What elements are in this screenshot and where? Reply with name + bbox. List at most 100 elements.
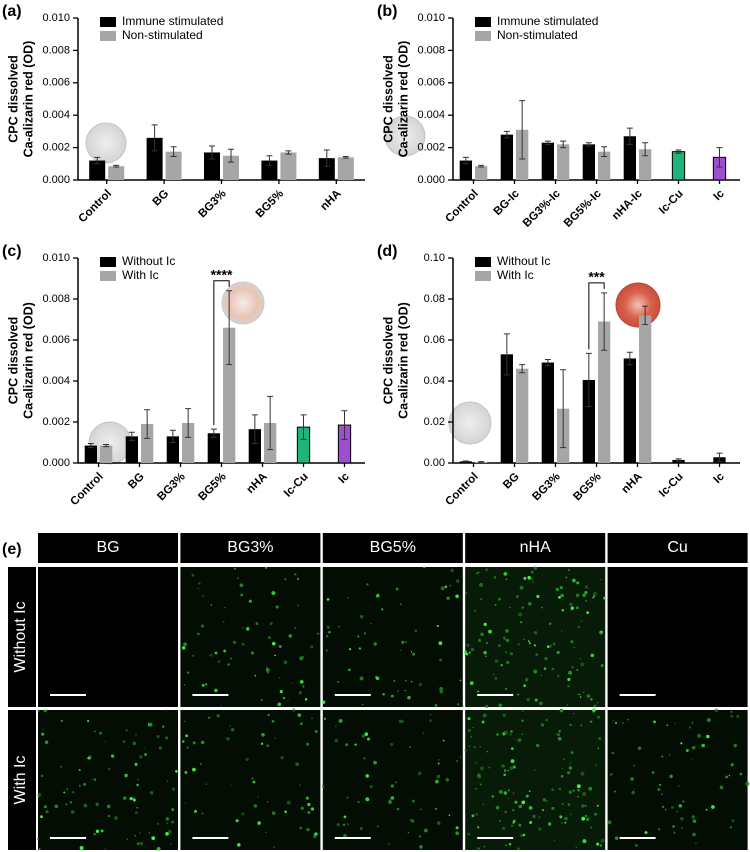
- speckle: [470, 647, 475, 652]
- speckle: [559, 586, 563, 590]
- x-tick-label: nHA: [245, 471, 270, 496]
- speckle: [504, 810, 507, 814]
- speckle: [436, 821, 441, 825]
- legend-label: Without Ic: [497, 254, 550, 268]
- speckle: [283, 660, 288, 665]
- legend-label: Non-stimulated: [497, 28, 578, 42]
- error-bar: [87, 443, 94, 449]
- x-tick-label: BG5%: [571, 471, 603, 503]
- speckle: [493, 576, 497, 579]
- panel-label: (b): [377, 3, 397, 20]
- speckle: [298, 691, 302, 695]
- speckle: [376, 594, 380, 598]
- speckle: [695, 842, 697, 844]
- error-bar: [716, 147, 723, 168]
- speckle: [661, 755, 664, 758]
- speckle: [673, 831, 676, 834]
- chart-c: (c) CPC dissolved Ca-alizarin red (OD) 0.0…: [2, 243, 365, 508]
- speckle: [345, 743, 349, 747]
- speckle: [522, 710, 524, 712]
- speckle: [438, 641, 443, 646]
- speckle: [93, 832, 97, 836]
- speckle: [509, 652, 514, 656]
- speckle: [510, 730, 513, 733]
- speckle: [573, 712, 575, 715]
- speckle: [110, 754, 115, 758]
- speckle: [251, 777, 254, 780]
- speckle: [429, 719, 432, 722]
- speckle: [459, 679, 462, 682]
- micrograph: [38, 567, 178, 707]
- speckle: [201, 812, 204, 815]
- panel-label: (c): [2, 243, 22, 260]
- speckle: [560, 822, 563, 824]
- speckle: [598, 737, 602, 741]
- speckle: [549, 644, 553, 648]
- speckle: [477, 690, 480, 693]
- speckle: [590, 653, 594, 658]
- speckle: [739, 772, 743, 776]
- speckle: [44, 805, 47, 808]
- micrograph: [322, 710, 463, 850]
- speckle: [590, 698, 593, 701]
- speckle: [521, 606, 524, 609]
- y-tick-label: 0.002: [42, 142, 70, 154]
- speckle: [593, 595, 596, 598]
- speckle: [267, 713, 270, 717]
- speckle: [136, 807, 138, 809]
- speckle: [473, 746, 476, 749]
- speckle: [491, 794, 495, 798]
- speckle: [594, 812, 597, 816]
- speckle: [165, 831, 169, 836]
- speckle: [613, 790, 616, 793]
- micrograph: [180, 710, 321, 850]
- speckle: [590, 826, 593, 829]
- bar: [671, 151, 686, 181]
- speckle: [267, 672, 269, 674]
- well-inset: [615, 282, 661, 328]
- bar: [541, 142, 554, 180]
- speckle: [503, 730, 508, 735]
- speckle: [191, 573, 195, 577]
- speckle: [567, 677, 571, 682]
- speckle: [187, 671, 190, 674]
- speckle: [317, 632, 320, 635]
- speckle: [148, 722, 153, 727]
- speckle: [186, 746, 189, 749]
- y-tick-label: 0.06: [424, 334, 445, 346]
- speckle: [578, 626, 580, 628]
- speckle: [202, 595, 204, 597]
- speckle: [439, 686, 444, 691]
- speckle: [570, 813, 572, 816]
- error-bar: [560, 369, 567, 449]
- speckle: [172, 787, 176, 791]
- speckle: [457, 703, 459, 705]
- bar: [84, 445, 97, 463]
- speckle: [70, 810, 75, 814]
- speckle: [205, 783, 208, 785]
- speckle: [278, 677, 281, 679]
- x-tick-label: Ic-Cu: [657, 471, 686, 500]
- speckle: [456, 579, 460, 583]
- speckle: [575, 846, 577, 848]
- speckle: [253, 804, 258, 808]
- speckle: [357, 635, 360, 638]
- speckle: [556, 650, 560, 655]
- speckle: [664, 808, 667, 811]
- y-tick-label: 0.006: [417, 77, 445, 89]
- speckle: [588, 786, 593, 791]
- speckle: [230, 727, 235, 732]
- speckle: [653, 720, 656, 724]
- speckle: [714, 708, 719, 713]
- speckle: [614, 836, 619, 840]
- speckle: [137, 779, 139, 781]
- speckle: [230, 657, 232, 660]
- speckle: [622, 722, 624, 724]
- speckle: [156, 847, 161, 851]
- speckle: [254, 674, 257, 677]
- speckle: [530, 570, 534, 574]
- error-bar: [169, 429, 176, 443]
- speckle: [275, 605, 279, 609]
- speckle: [676, 810, 678, 813]
- speckle: [546, 800, 548, 802]
